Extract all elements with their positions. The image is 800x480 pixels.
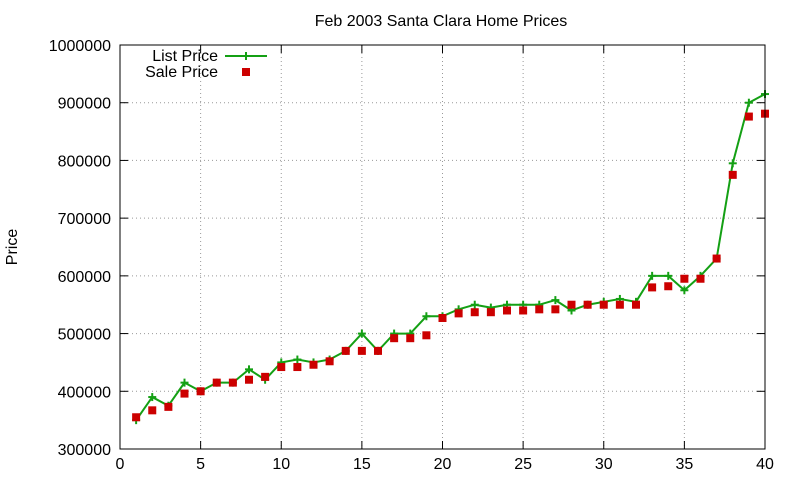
y-axis-label: Price [4,229,21,266]
sale-price-point [696,274,705,283]
x-tick-label: 40 [756,456,774,473]
y-tick-label: 900000 [58,96,111,113]
x-tick-label: 15 [353,456,371,473]
sale-price-point [454,309,463,318]
sale-price-point [422,331,431,340]
list-price-point [422,312,431,321]
y-tick-label: 800000 [58,153,111,170]
x-tick-label: 25 [514,456,532,473]
list-price-point [470,300,479,309]
list-price-line [135,93,766,421]
sale-price-point [406,334,415,343]
y-tick-label: 300000 [58,442,111,459]
legend-label: List Price [152,48,218,65]
x-tick-label: 10 [272,456,290,473]
legend-marker [242,52,250,60]
sale-price-point [486,308,495,317]
series-1 [132,109,769,422]
sale-price-point [245,375,253,384]
sale-price-point [309,360,318,369]
x-tick-label: 0 [116,456,125,473]
sale-price-point [261,372,270,381]
x-tick-label: 20 [434,456,452,473]
sale-price-point [196,387,205,396]
sale-price-point [632,300,640,309]
sale-price-point [567,300,576,309]
sale-price-point [503,306,511,315]
sale-price-point [325,357,334,366]
list-price-point [648,271,657,280]
x-tick-label: 5 [196,456,205,473]
chart-title: Feb 2003 Santa Clara Home Prices [315,13,568,30]
sale-price-point [615,300,624,309]
sale-price-point [551,305,560,314]
legend-marker [242,68,250,76]
sale-price-point [535,305,544,314]
sale-price-point [164,402,173,411]
sale-price-point [228,378,237,387]
list-price-point [664,271,673,280]
sale-price-point [357,346,366,355]
sale-price-point [744,112,753,121]
sale-price-point [132,413,141,422]
sale-price-point [374,346,382,355]
y-tick-label: 600000 [58,269,111,286]
sale-price-point [470,308,479,317]
sale-price-point [519,306,528,315]
y-tick-label: 400000 [58,384,111,401]
sale-price-point [293,363,302,372]
list-price-point [245,365,253,374]
sale-price-point [648,283,657,292]
list-price-point [357,329,366,338]
list-price-point [551,296,560,305]
sale-price-point [680,274,689,283]
y-tick-label: 500000 [58,327,111,344]
y-tick-label: 700000 [58,211,111,228]
list-price-point [293,355,302,364]
sale-price-point [712,254,721,263]
plot-frame [119,44,766,450]
list-price-point [744,98,753,107]
sale-price-point [583,300,592,309]
sale-price-point [599,300,608,309]
list-price-point [180,378,189,387]
sale-price-point [664,282,673,291]
series-0 [132,90,769,425]
grid [120,45,765,449]
sale-price-point [277,363,286,372]
sale-price-point [212,378,221,387]
sale-price-point [438,313,447,322]
sale-price-point [341,346,350,355]
sale-price-point [148,406,157,415]
list-price-point [148,393,157,402]
axis-ticks: 300000 400000 500000 600000 700000 800000 9000… [49,38,774,473]
x-tick-label: 30 [595,456,613,473]
legend-label: Sale Price [145,64,218,81]
y-tick-label: 1000000 [49,38,111,55]
list-price-point [728,159,737,168]
series-layer [132,90,769,425]
x-tick-label: 35 [675,456,693,473]
sale-price-point [180,389,189,398]
sale-price-point [728,170,737,179]
list-price-point [680,286,689,295]
sale-price-point [390,334,399,343]
